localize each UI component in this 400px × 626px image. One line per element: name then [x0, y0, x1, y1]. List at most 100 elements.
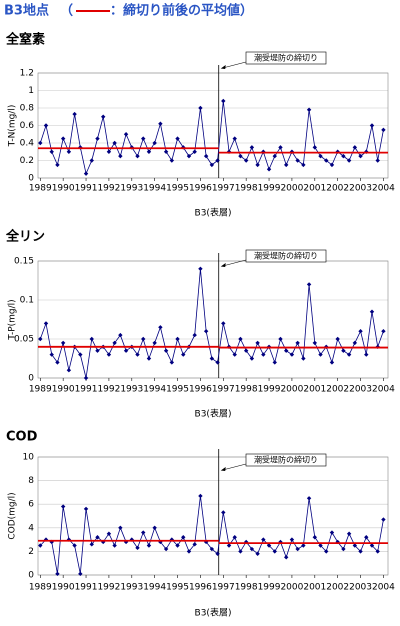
- data-point: [43, 321, 49, 326]
- data-point: [238, 336, 243, 342]
- chart-title: 全窒素: [5, 32, 45, 48]
- y-tick-label: 0.4: [20, 139, 35, 149]
- data-point: [129, 537, 134, 542]
- data-point: [192, 542, 197, 547]
- data-point: [123, 132, 129, 137]
- data-point: [186, 549, 192, 554]
- data-point: [152, 340, 157, 346]
- data-point: [266, 167, 272, 172]
- x-tick-label: 1989: [29, 583, 52, 593]
- data-point: [169, 158, 175, 163]
- data-point: [163, 348, 169, 353]
- data-point: [295, 546, 300, 552]
- x-tick-label: 1993: [120, 583, 143, 593]
- data-point: [318, 352, 323, 357]
- data-point: [198, 493, 203, 499]
- data-point: [369, 123, 375, 128]
- data-point: [95, 136, 100, 141]
- y-tick-label: 1: [28, 86, 34, 96]
- data-point: [318, 543, 323, 548]
- data-point: [43, 123, 49, 128]
- x-tick-label: 2003: [349, 184, 372, 194]
- x-tick-label: 1998: [235, 385, 258, 395]
- data-point: [312, 145, 317, 150]
- data-point: [272, 153, 277, 159]
- data-point: [295, 340, 300, 346]
- data-point: [60, 136, 66, 141]
- data-point: [181, 352, 186, 357]
- data-point: [146, 356, 152, 361]
- data-point: [312, 340, 317, 346]
- data-point: [278, 145, 283, 150]
- data-point: [78, 571, 83, 577]
- data-point: [95, 535, 100, 540]
- x-tick-label: 1998: [235, 583, 258, 593]
- x-tick-label: 2000: [280, 583, 303, 593]
- y-axis-label: T-N(mg/l): [8, 105, 18, 148]
- y-tick-label: 8: [28, 476, 34, 486]
- data-point: [169, 537, 175, 542]
- x-tick-label: 1992: [97, 583, 120, 593]
- x-tick-label: 2000: [280, 385, 303, 395]
- x-tick-label: 1997: [212, 385, 235, 395]
- data-point: [163, 149, 169, 154]
- data-point: [203, 329, 209, 334]
- data-point: [249, 546, 255, 552]
- data-point: [89, 158, 94, 163]
- data-point: [369, 543, 375, 548]
- x-tick-label: 1997: [212, 184, 235, 194]
- x-tick-label: 1994: [143, 583, 166, 593]
- x-tick-label: 1989: [29, 184, 52, 194]
- x-tick-label: 2003: [349, 583, 372, 593]
- data-point: [186, 153, 192, 159]
- data-point: [100, 114, 106, 119]
- y-tick-label: 0.2: [20, 156, 34, 166]
- data-point: [175, 136, 180, 141]
- annotation-box: [245, 51, 327, 65]
- data-point: [352, 145, 358, 150]
- data-point: [306, 496, 312, 501]
- x-tick-label: 1994: [143, 184, 166, 194]
- data-point: [358, 329, 363, 334]
- data-point: [284, 555, 289, 560]
- data-point: [38, 543, 43, 548]
- data-point: [352, 340, 358, 346]
- data-point: [329, 530, 335, 535]
- x-axis-label: B3(表層): [195, 408, 232, 420]
- x-tick-label: 1992: [97, 184, 120, 194]
- x-tick-label: 1993: [120, 385, 143, 395]
- y-tick-label: 0: [28, 374, 34, 384]
- data-point: [272, 360, 277, 365]
- data-point: [306, 282, 312, 287]
- data-point: [335, 336, 340, 342]
- data-point: [221, 98, 226, 104]
- data-point: [100, 539, 106, 545]
- data-point: [375, 158, 380, 163]
- data-point: [329, 360, 335, 365]
- data-point: [106, 149, 112, 154]
- data-point: [118, 153, 123, 159]
- data-line: [40, 495, 384, 574]
- data-point: [341, 153, 346, 159]
- data-point: [118, 332, 123, 338]
- data-point: [226, 543, 232, 548]
- x-tick-label: 1991: [75, 184, 98, 194]
- data-point: [106, 352, 112, 357]
- data-point: [89, 336, 94, 342]
- data-point: [289, 352, 295, 357]
- data-point: [163, 546, 169, 552]
- data-point: [364, 535, 369, 540]
- plot-frame: [37, 260, 389, 379]
- x-tick-label: 1992: [97, 385, 120, 395]
- x-tick-label: 2002: [326, 184, 349, 194]
- data-point: [203, 153, 209, 159]
- data-point: [221, 510, 226, 515]
- data-point: [135, 545, 140, 551]
- data-point: [381, 127, 386, 133]
- data-point: [221, 321, 226, 326]
- data-point: [66, 368, 72, 373]
- x-tick-label: 2004: [372, 385, 395, 395]
- data-point: [66, 149, 72, 154]
- data-point: [141, 530, 146, 535]
